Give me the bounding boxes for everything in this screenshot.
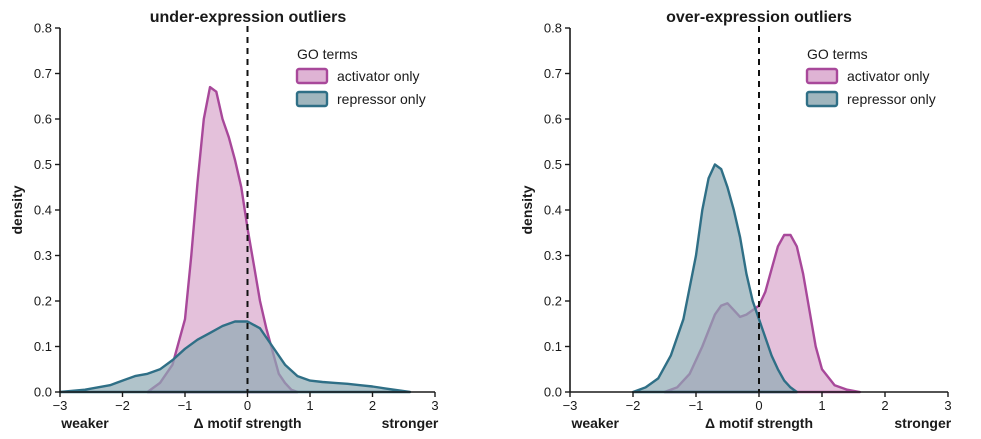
- chart-title: over-expression outliers: [666, 9, 852, 26]
- legend-swatch-repressor: [805, 90, 839, 108]
- y-tick-label: 0.2: [544, 294, 562, 309]
- y-tick-label: 0.1: [34, 339, 52, 354]
- x-tick-label: 1: [818, 398, 825, 413]
- y-tick-label: 0.6: [34, 112, 52, 127]
- legend: GO terms activator only repressor only: [805, 46, 936, 108]
- legend-label-activator: activator only: [337, 68, 419, 84]
- x-axis-weaker-label: weaker: [60, 415, 109, 431]
- y-tick-label: 0.8: [544, 21, 562, 36]
- x-tick-label: −1: [178, 398, 193, 413]
- legend-title: GO terms: [807, 46, 868, 62]
- x-tick-label: −2: [626, 398, 641, 413]
- y-axis-label: density: [9, 185, 25, 234]
- x-tick-label: 2: [369, 398, 376, 413]
- y-tick-label: 0.3: [34, 248, 52, 263]
- x-axis-label: Δ motif strength: [705, 415, 813, 431]
- x-tick-label: −3: [53, 398, 68, 413]
- y-tick-label: 0.5: [34, 157, 52, 172]
- legend-label-repressor: repressor only: [847, 91, 936, 107]
- y-tick-label: 0.4: [34, 203, 52, 218]
- panel-under-expression: 0.0 0.1 0.2 0.3 0.4 0.5 0.6 0.7 0.8 −3 −2 −1 0 1 2 3 und…: [9, 9, 439, 431]
- y-tick-label: 0.5: [544, 157, 562, 172]
- density-area-repressor: [58, 320, 412, 394]
- y-tick-label: 0.6: [544, 112, 562, 127]
- y-axis-label: density: [519, 185, 535, 234]
- x-tick-label: −3: [563, 398, 578, 413]
- density-area-repressor: [631, 163, 798, 394]
- x-tick-label: 1: [306, 398, 313, 413]
- x-tick-label: 0: [755, 398, 762, 413]
- chart-title: under-expression outliers: [150, 9, 347, 26]
- legend-label-repressor: repressor only: [337, 91, 426, 107]
- x-tick-label: −2: [115, 398, 130, 413]
- y-tick-label: 0.4: [544, 203, 562, 218]
- x-tick-label: −1: [689, 398, 704, 413]
- y-tick-label: 0.0: [34, 385, 52, 400]
- legend-swatch-activator: [805, 67, 839, 85]
- x-tick-label: 0: [244, 398, 251, 413]
- y-tick-label: 0.3: [544, 248, 562, 263]
- x-tick-label: 3: [944, 398, 951, 413]
- y-tick-label: 0.7: [34, 66, 52, 81]
- x-axis-stronger-label: stronger: [894, 415, 951, 431]
- x-axis-label: Δ motif strength: [193, 415, 301, 431]
- y-tick-label: 0.2: [34, 294, 52, 309]
- y-tick-label: 0.7: [544, 66, 562, 81]
- legend: GO terms activator only repressor only: [295, 46, 426, 108]
- y-tick-label: 0.1: [544, 339, 562, 354]
- legend-label-activator: activator only: [847, 68, 929, 84]
- panel-over-expression: 0.0 0.1 0.2 0.3 0.4 0.5 0.6 0.7 0.8 −3 −2 −1 0 1 2 3 ove…: [519, 9, 952, 431]
- x-tick-label: 2: [881, 398, 888, 413]
- y-tick-label: 0.8: [34, 21, 52, 36]
- legend-swatch-repressor: [295, 90, 329, 108]
- y-tick-label: 0.0: [544, 385, 562, 400]
- x-axis-stronger-label: stronger: [382, 415, 439, 431]
- x-axis-weaker-label: weaker: [570, 415, 619, 431]
- legend-swatch-activator: [295, 67, 329, 85]
- legend-title: GO terms: [297, 46, 358, 62]
- x-tick-label: 3: [431, 398, 438, 413]
